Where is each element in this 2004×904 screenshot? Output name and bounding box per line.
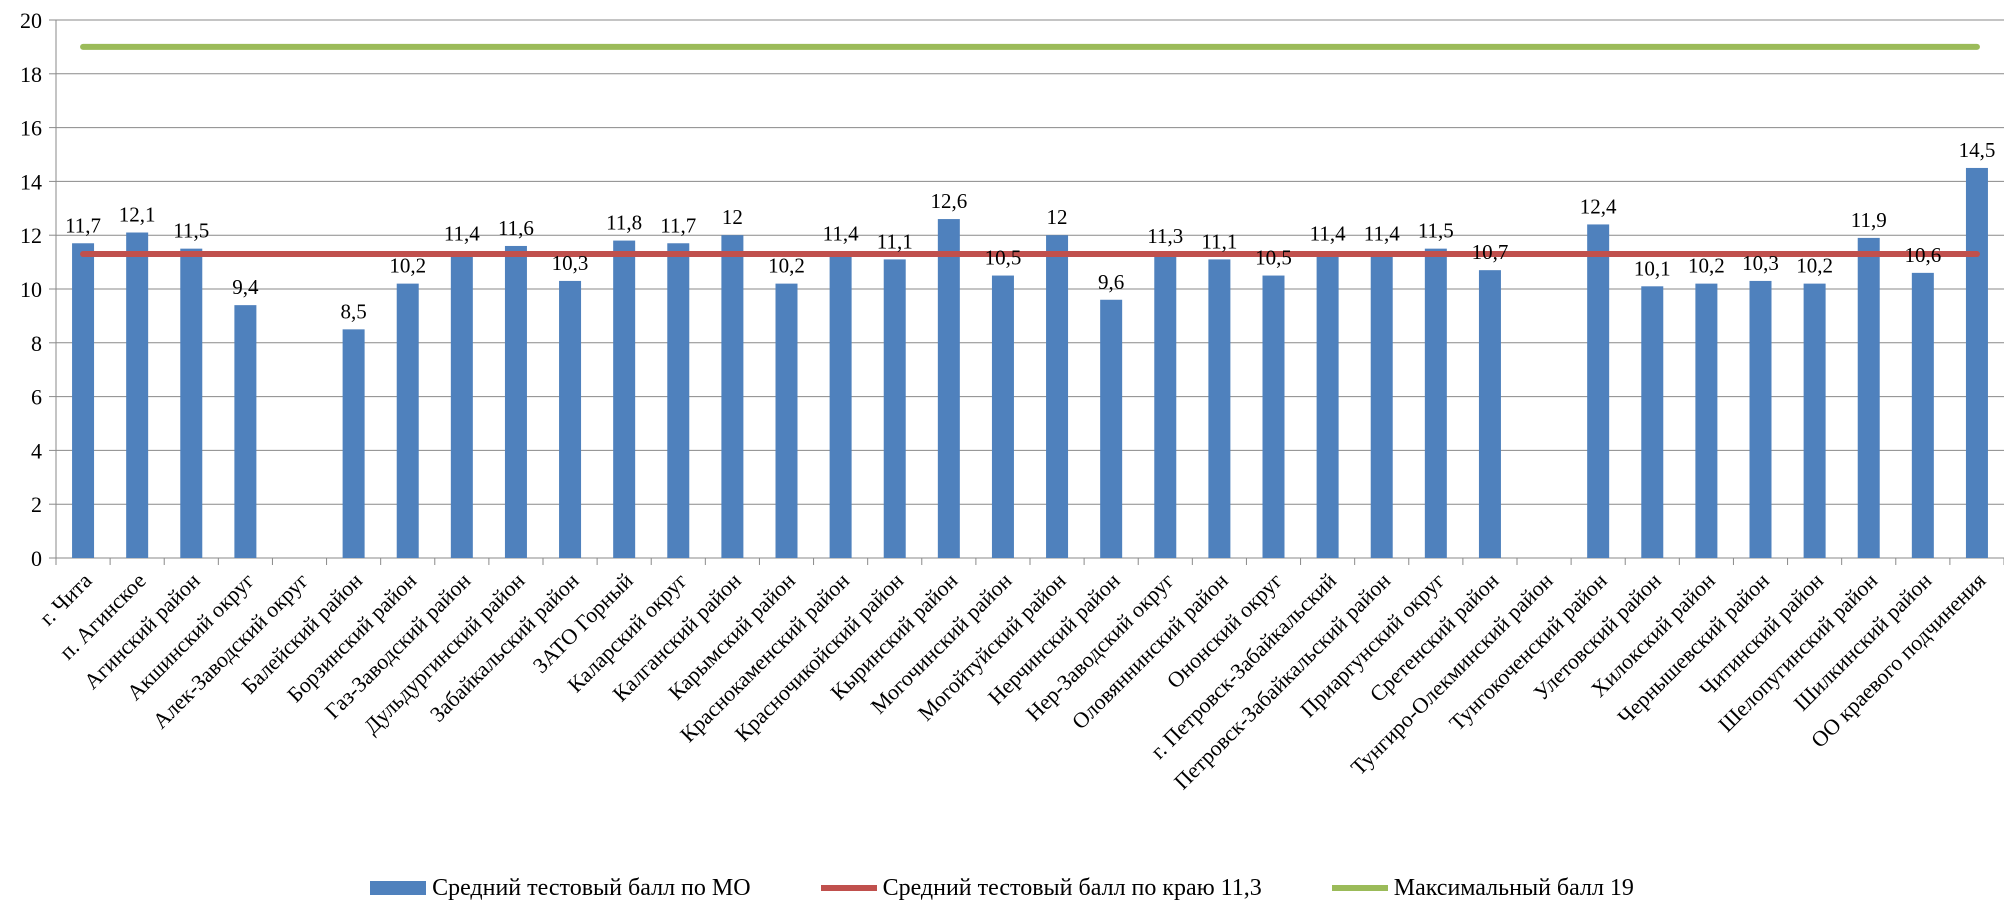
- bar: [1208, 259, 1231, 558]
- y-tick-label: 10: [20, 277, 42, 302]
- y-tick-label: 12: [20, 223, 42, 248]
- data-label: 11,4: [823, 221, 859, 245]
- data-label: 11,4: [1364, 221, 1400, 245]
- line-series: [80, 43, 1980, 258]
- bar: [829, 251, 852, 558]
- legend-item-average-line: Средний тестовый балл по краю 11,3: [820, 874, 1262, 902]
- data-label: 10,2: [1688, 254, 1725, 278]
- bar: [1803, 283, 1826, 558]
- data-label: 10,1: [1634, 256, 1671, 280]
- bar: [1641, 286, 1664, 558]
- data-label: 14,5: [1959, 138, 1996, 162]
- data-label: 11,7: [65, 213, 101, 237]
- data-label: 10,2: [768, 254, 805, 278]
- y-tick-label: 20: [20, 8, 42, 33]
- data-label: 10,5: [985, 246, 1022, 270]
- data-label: 10,2: [389, 254, 426, 278]
- data-label: 10,6: [1904, 243, 1941, 267]
- data-label: 9,4: [232, 275, 259, 299]
- bar: [883, 259, 906, 558]
- bar: [613, 240, 636, 558]
- bar: [1424, 248, 1447, 558]
- data-label: 9,6: [1098, 270, 1124, 294]
- bar: [991, 275, 1014, 558]
- bar: [1749, 280, 1772, 558]
- bar: [342, 329, 365, 558]
- bar: [1587, 224, 1610, 558]
- data-label: 10,5: [1255, 246, 1292, 270]
- legend-swatch-max-line: [1331, 885, 1388, 891]
- bar: [234, 305, 257, 558]
- data-label: 12: [1047, 205, 1068, 229]
- data-label: 12,6: [930, 189, 967, 213]
- data-label: 12,1: [119, 203, 156, 227]
- data-labels: 11,7 12,1 11,5 9,4 8,5 10,2 11,4 11,6 10,3 11,8 11…: [65, 138, 1995, 323]
- legend-item-max-line: Максимальный балл 19: [1331, 874, 1634, 902]
- bar-series: [72, 167, 1988, 558]
- data-label: 11,1: [1201, 229, 1237, 253]
- y-tick-label: 16: [20, 116, 42, 141]
- bar: [1695, 283, 1718, 558]
- data-label: 11,4: [444, 221, 480, 245]
- y-axis: 0 2 4 6 8 10 12 14 16 18 20: [20, 8, 57, 571]
- y-tick-label: 14: [20, 169, 42, 194]
- legend-label-max-line: Максимальный балл 19: [1393, 874, 1634, 901]
- bar: [667, 243, 690, 558]
- y-tick-label: 18: [20, 62, 42, 87]
- data-label: 12: [722, 205, 743, 229]
- y-tick-label: 8: [31, 331, 42, 356]
- data-label: 8,5: [340, 299, 366, 323]
- bar: [937, 219, 960, 558]
- bar: [1100, 299, 1123, 558]
- data-label: 11,4: [1310, 221, 1346, 245]
- legend: Средний тестовый балл по МО Средний тест…: [0, 872, 2004, 904]
- data-label: 11,5: [1418, 219, 1454, 243]
- data-label: 11,3: [1147, 224, 1183, 248]
- data-label: 12,4: [1580, 194, 1617, 218]
- data-label: 11,7: [660, 213, 696, 237]
- bar: [504, 245, 527, 558]
- bar: [1316, 251, 1339, 558]
- bar: [721, 235, 744, 558]
- bar: [1370, 251, 1393, 558]
- bar: [72, 243, 95, 558]
- legend-item-bar: Средний тестовый балл по МО: [370, 875, 751, 902]
- y-tick-label: 0: [31, 546, 42, 571]
- data-label: 11,6: [498, 216, 534, 240]
- data-label: 11,9: [1851, 208, 1887, 232]
- data-label: 10,2: [1796, 254, 1833, 278]
- bar: [1857, 237, 1880, 558]
- data-label: 11,1: [877, 229, 913, 253]
- bar: [1965, 167, 1988, 558]
- bar: [1046, 235, 1069, 558]
- data-label: 10,3: [552, 251, 589, 275]
- bar: [450, 251, 473, 558]
- data-label: 10,7: [1472, 240, 1509, 264]
- y-tick-label: 6: [31, 385, 42, 410]
- bar: [1154, 254, 1177, 558]
- gridlines: [56, 19, 2004, 559]
- data-label: 10,3: [1742, 251, 1779, 275]
- legend-label-average-line: Средний тестовый балл по краю 11,3: [882, 874, 1262, 901]
- data-label: 11,5: [173, 219, 209, 243]
- data-label: 11,8: [606, 211, 642, 235]
- bar: [180, 248, 203, 558]
- y-tick-label: 4: [31, 438, 42, 463]
- legend-swatch-average-line: [820, 885, 877, 891]
- bar: [1262, 275, 1285, 558]
- bar: [775, 283, 798, 558]
- bar: [559, 280, 582, 558]
- legend-label-bar: Средний тестовый балл по МО: [432, 874, 751, 901]
- bar: [126, 232, 149, 558]
- y-tick-label: 2: [31, 492, 42, 517]
- bar: [1478, 270, 1501, 558]
- legend-swatch-bar: [370, 881, 427, 895]
- bar: [1911, 272, 1934, 558]
- bar: [396, 283, 419, 558]
